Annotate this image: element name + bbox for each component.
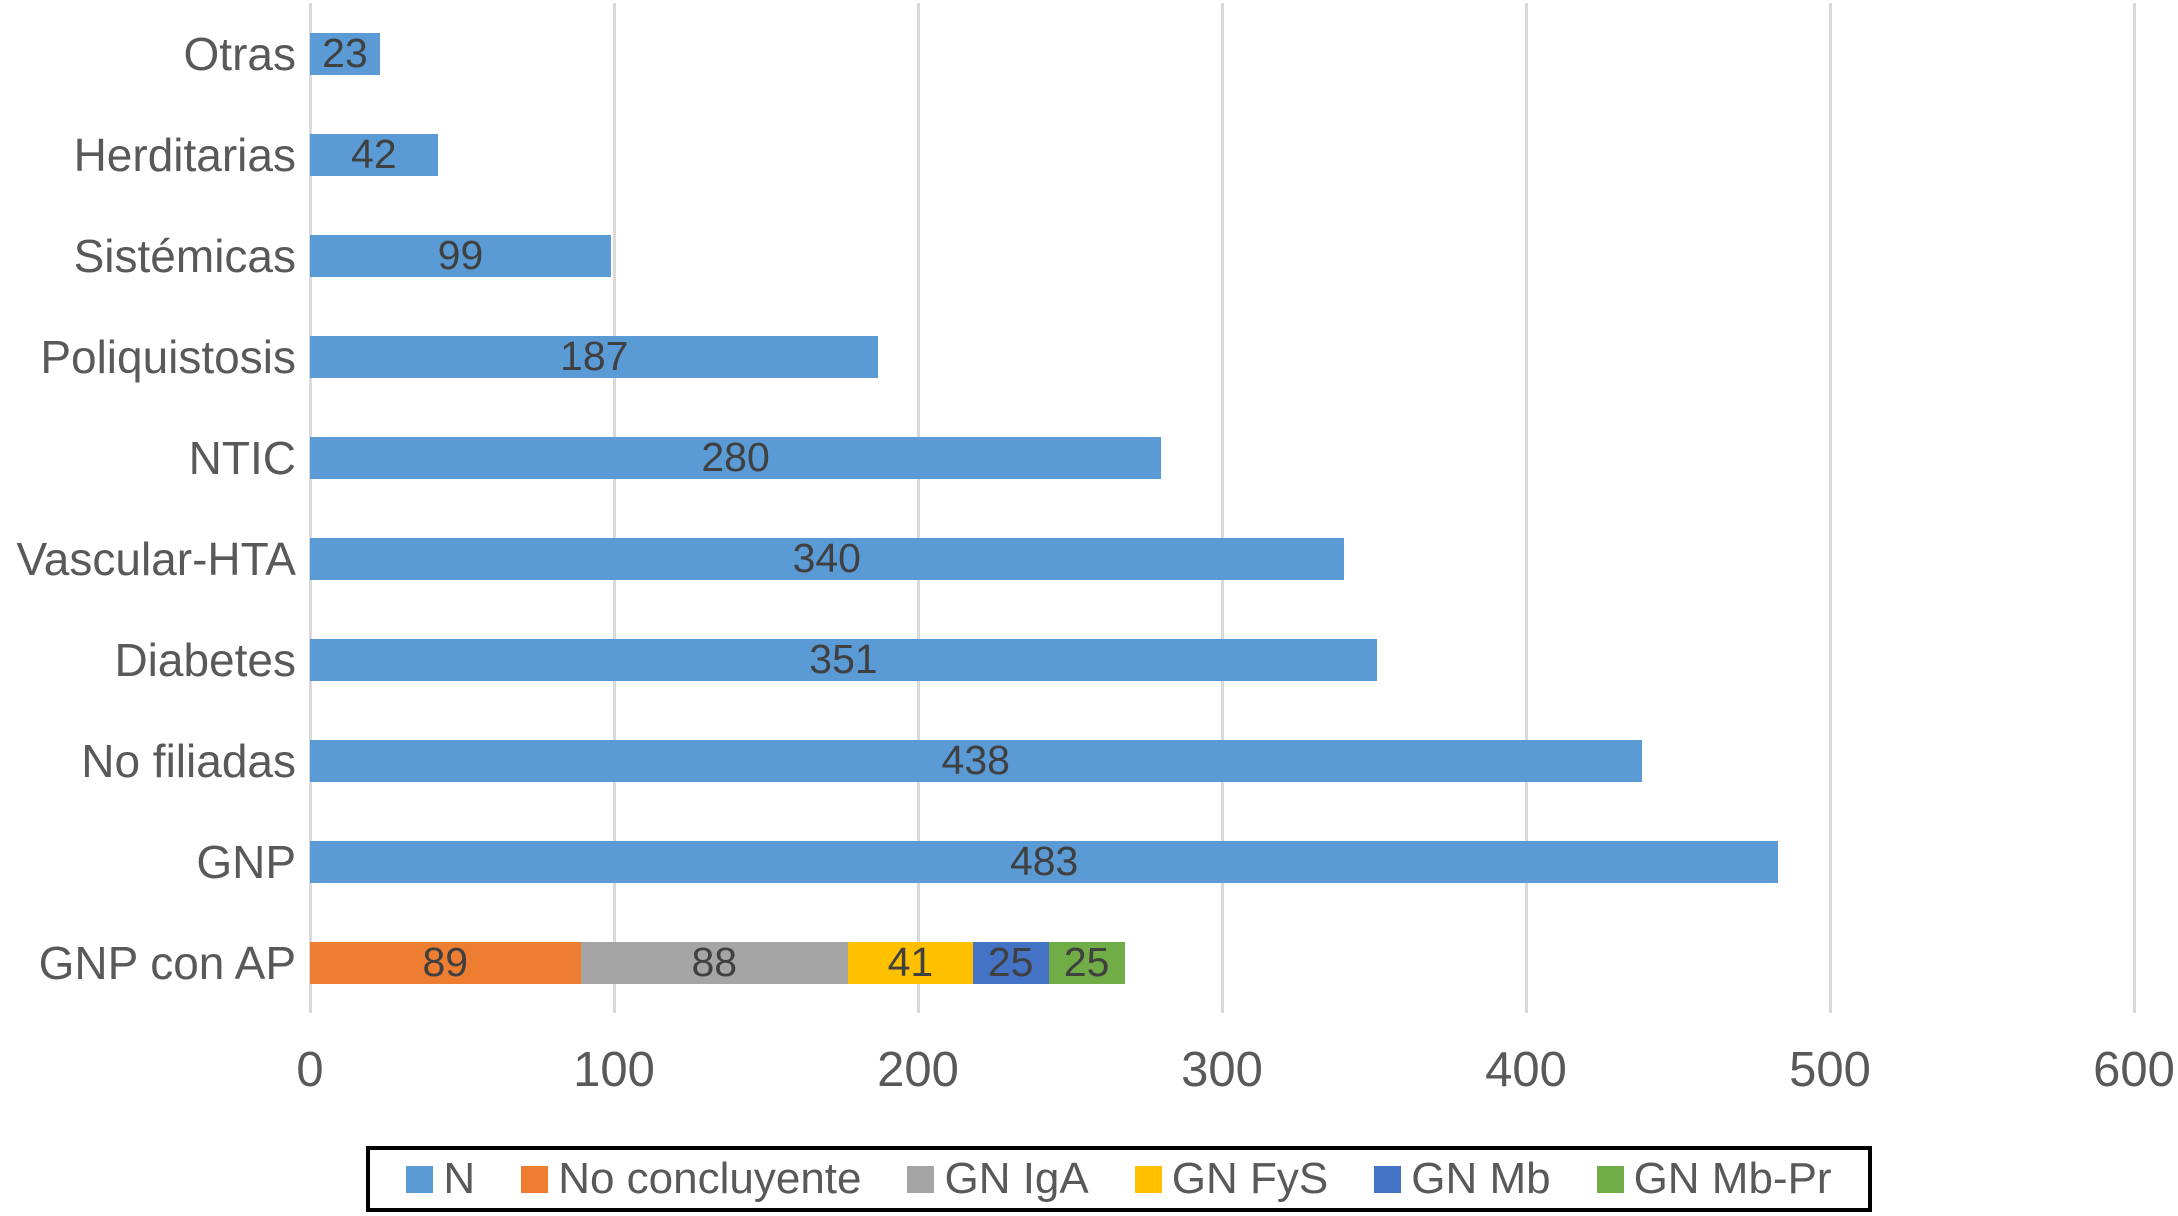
- legend-item-no-concluyente: No concluyente: [521, 1157, 861, 1201]
- bar-segment-n: 340: [310, 535, 1344, 581]
- bar-segment-n: 438: [310, 737, 1642, 783]
- legend-item-gn-mb: GN Mb: [1374, 1154, 1551, 1203]
- data-label: 438: [941, 737, 1010, 783]
- bar-segment-n: 42: [310, 131, 438, 177]
- data-label: 280: [701, 434, 770, 480]
- bar-segment-gn-iga: 88: [580, 939, 849, 985]
- category-label: Poliquistosis: [40, 330, 296, 383]
- x-tick-label: 100: [573, 1043, 655, 1097]
- bar-row: 42: [310, 131, 438, 177]
- category-label: GNP: [196, 835, 296, 888]
- x-tick-label: 0: [296, 1043, 324, 1097]
- legend-swatch-icon: [406, 1165, 434, 1193]
- legend-item-gn-mb-pr: GN Mb-Pr: [1596, 1154, 1832, 1203]
- gridline-200: [916, 3, 920, 1013]
- legend-item-gn-fys: GN FyS: [1134, 1154, 1329, 1203]
- legend-label: GN Mb: [1411, 1154, 1551, 1203]
- data-label: 340: [792, 535, 861, 581]
- category-label: Herditarias: [73, 128, 296, 181]
- category-label: Diabetes: [114, 633, 296, 686]
- gridline-100: [612, 3, 616, 1013]
- bar-segment-gn-fys: 41: [848, 939, 973, 985]
- legend-swatch-icon: [907, 1165, 935, 1193]
- category-label: Sistémicas: [73, 229, 296, 282]
- x-axis: 0 100 200 300 400 500 600: [0, 1046, 2178, 1106]
- legend-label: GN FyS: [1171, 1154, 1329, 1203]
- bar-row: 438: [310, 737, 1642, 783]
- bar-segment-n: 483: [310, 838, 1779, 884]
- category-label: GNP con AP: [38, 936, 296, 989]
- bar-row: 483: [310, 838, 1779, 884]
- data-label: 41: [887, 939, 934, 985]
- legend-swatch-icon: [521, 1165, 549, 1193]
- bar-segment-n: 187: [310, 333, 879, 379]
- legend-label: No concluyente: [558, 1154, 862, 1203]
- chart-legend: N No concluyente GN IgA GN FyS GN Mb GN Mb-Pr: [366, 1146, 1872, 1212]
- data-label: 88: [691, 939, 738, 985]
- gridline-300: [1220, 3, 1224, 1013]
- bar-row: 187: [310, 333, 879, 379]
- bar-segment-n: 99: [310, 232, 611, 278]
- bar-segment-no-concluyente: 89: [310, 939, 581, 985]
- data-label: 25: [987, 939, 1034, 985]
- category-label: Vascular-HTA: [16, 532, 296, 585]
- data-label: 25: [1063, 939, 1110, 985]
- data-label: 23: [322, 30, 368, 76]
- x-tick-label: 300: [1181, 1043, 1263, 1097]
- legend-swatch-icon: [1596, 1165, 1624, 1193]
- data-label: 99: [437, 232, 484, 278]
- bar-segment-gn-mb: 25: [972, 939, 1049, 985]
- bar-row: 351: [310, 636, 1378, 682]
- plot-area: 23 42 99 187 280 340 351 438 483 89 88 41 25 25: [308, 3, 2136, 1013]
- bar-row: 340: [310, 535, 1344, 581]
- bar-row: 23: [310, 30, 380, 76]
- data-label: 89: [422, 939, 469, 985]
- legend-label: GN Mb-Pr: [1633, 1154, 1832, 1203]
- legend-label: GN IgA: [944, 1154, 1089, 1203]
- gridline-500: [1828, 3, 1832, 1013]
- x-tick-label: 200: [877, 1043, 959, 1097]
- data-label: 187: [560, 333, 629, 379]
- bar-row: 99: [310, 232, 611, 278]
- x-tick-label: 600: [2093, 1043, 2175, 1097]
- bar-row: 89 88 41 25 25: [310, 939, 1125, 985]
- category-axis: Otras Herditarias Sistémicas Poliquistosis N…: [0, 3, 296, 1013]
- data-label: 42: [351, 131, 397, 177]
- gridline-0: [308, 3, 312, 1013]
- legend-item-gn-iga: GN IgA: [907, 1154, 1089, 1203]
- x-tick-label: 500: [1789, 1043, 1871, 1097]
- data-label: 351: [809, 636, 878, 682]
- category-label: No filiadas: [81, 734, 296, 787]
- category-label: NTIC: [188, 431, 296, 484]
- data-label: 483: [1009, 838, 1079, 884]
- gridline-600: [2132, 3, 2136, 1013]
- legend-swatch-icon: [1134, 1165, 1162, 1193]
- bar-segment-gn-mb-pr: 25: [1048, 939, 1125, 985]
- bar-segment-n: 23: [310, 30, 380, 76]
- legend-label: N: [443, 1154, 476, 1203]
- legend-swatch-icon: [1374, 1165, 1402, 1193]
- gridline-400: [1524, 3, 1528, 1013]
- x-tick-label: 400: [1485, 1043, 1567, 1097]
- category-label: Otras: [183, 27, 296, 80]
- bar-segment-n: 351: [310, 636, 1378, 682]
- bar-row: 280: [310, 434, 1162, 480]
- legend-item-n: N: [406, 1157, 475, 1201]
- bar-segment-n: 280: [310, 434, 1162, 480]
